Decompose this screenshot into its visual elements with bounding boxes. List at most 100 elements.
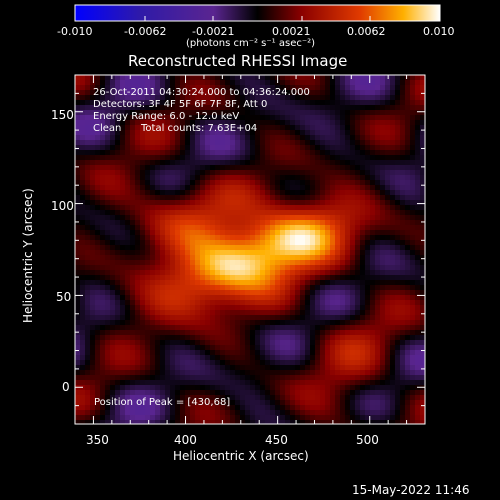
image-pixel	[95, 230, 101, 236]
image-pixel	[210, 80, 216, 86]
image-pixel	[375, 415, 381, 421]
image-pixel	[195, 145, 201, 151]
image-pixel	[125, 225, 131, 231]
image-pixel	[420, 155, 425, 161]
image-pixel	[160, 145, 166, 151]
image-pixel	[190, 90, 196, 96]
image-pixel	[255, 150, 261, 156]
image-pixel	[140, 290, 146, 296]
image-pixel	[180, 220, 186, 226]
image-pixel	[340, 180, 346, 186]
image-pixel	[260, 415, 266, 421]
image-pixel	[355, 130, 361, 136]
image-pixel	[285, 275, 291, 281]
image-pixel	[280, 365, 286, 371]
image-pixel	[310, 275, 316, 281]
image-pixel	[120, 130, 126, 136]
image-pixel	[130, 335, 136, 341]
image-pixel	[315, 125, 321, 131]
image-pixel	[85, 295, 91, 301]
image-pixel	[120, 365, 126, 371]
image-pixel	[355, 250, 361, 256]
image-pixel	[345, 305, 351, 311]
image-pixel	[200, 230, 206, 236]
image-pixel	[345, 325, 351, 331]
image-pixel	[320, 245, 326, 251]
image-pixel	[120, 95, 126, 101]
image-pixel	[285, 420, 291, 424]
image-pixel	[150, 270, 156, 276]
image-pixel	[345, 380, 351, 386]
image-pixel	[190, 350, 196, 356]
image-pixel	[375, 160, 381, 166]
image-pixel	[105, 250, 111, 256]
image-pixel	[315, 170, 321, 176]
image-pixel	[205, 160, 211, 166]
image-pixel	[375, 200, 381, 206]
image-pixel	[400, 80, 406, 86]
image-pixel	[105, 280, 111, 286]
image-pixel	[325, 280, 331, 286]
image-pixel	[120, 420, 126, 424]
image-pixel	[250, 85, 256, 91]
image-pixel	[320, 210, 326, 216]
image-pixel	[340, 205, 346, 211]
image-pixel	[210, 175, 216, 181]
image-pixel	[145, 290, 151, 296]
image-pixel	[305, 390, 311, 396]
image-pixel	[360, 345, 366, 351]
image-pixel	[225, 170, 231, 176]
image-pixel	[240, 320, 246, 326]
image-pixel	[110, 335, 116, 341]
image-pixel	[205, 85, 211, 91]
image-pixel	[230, 95, 236, 101]
image-pixel	[80, 235, 86, 241]
image-pixel	[220, 190, 226, 196]
image-pixel	[180, 85, 186, 91]
image-pixel	[395, 295, 401, 301]
image-pixel	[265, 390, 271, 396]
image-pixel	[145, 165, 151, 171]
image-pixel	[95, 315, 101, 321]
image-pixel	[400, 335, 406, 341]
image-pixel	[325, 305, 331, 311]
image-pixel	[110, 260, 116, 266]
image-pixel	[200, 215, 206, 221]
image-pixel	[170, 110, 176, 116]
image-pixel	[210, 340, 216, 346]
image-pixel	[165, 285, 171, 291]
image-pixel	[125, 75, 131, 81]
image-pixel	[95, 110, 101, 116]
image-pixel	[235, 180, 241, 186]
image-pixel	[205, 330, 211, 336]
image-pixel	[145, 140, 151, 146]
image-pixel	[325, 190, 331, 196]
image-pixel	[215, 185, 221, 191]
image-pixel	[400, 210, 406, 216]
image-pixel	[220, 285, 226, 291]
image-pixel	[300, 245, 306, 251]
image-pixel	[360, 80, 366, 86]
image-pixel	[260, 370, 266, 376]
image-pixel	[340, 345, 346, 351]
image-pixel	[145, 75, 151, 81]
image-pixel	[210, 185, 216, 191]
image-pixel	[160, 300, 166, 306]
image-pixel	[115, 180, 121, 186]
image-pixel	[390, 375, 396, 381]
image-pixel	[415, 260, 421, 266]
image-pixel	[195, 365, 201, 371]
image-pixel	[405, 185, 411, 191]
image-pixel	[315, 200, 321, 206]
image-pixel	[325, 270, 331, 276]
image-pixel	[420, 185, 425, 191]
image-pixel	[200, 180, 206, 186]
image-pixel	[420, 370, 425, 376]
image-pixel	[125, 170, 131, 176]
image-pixel	[275, 125, 281, 131]
image-pixel	[365, 370, 371, 376]
image-pixel	[140, 120, 146, 126]
image-pixel	[100, 175, 106, 181]
image-pixel	[210, 385, 216, 391]
image-pixel	[275, 405, 281, 411]
